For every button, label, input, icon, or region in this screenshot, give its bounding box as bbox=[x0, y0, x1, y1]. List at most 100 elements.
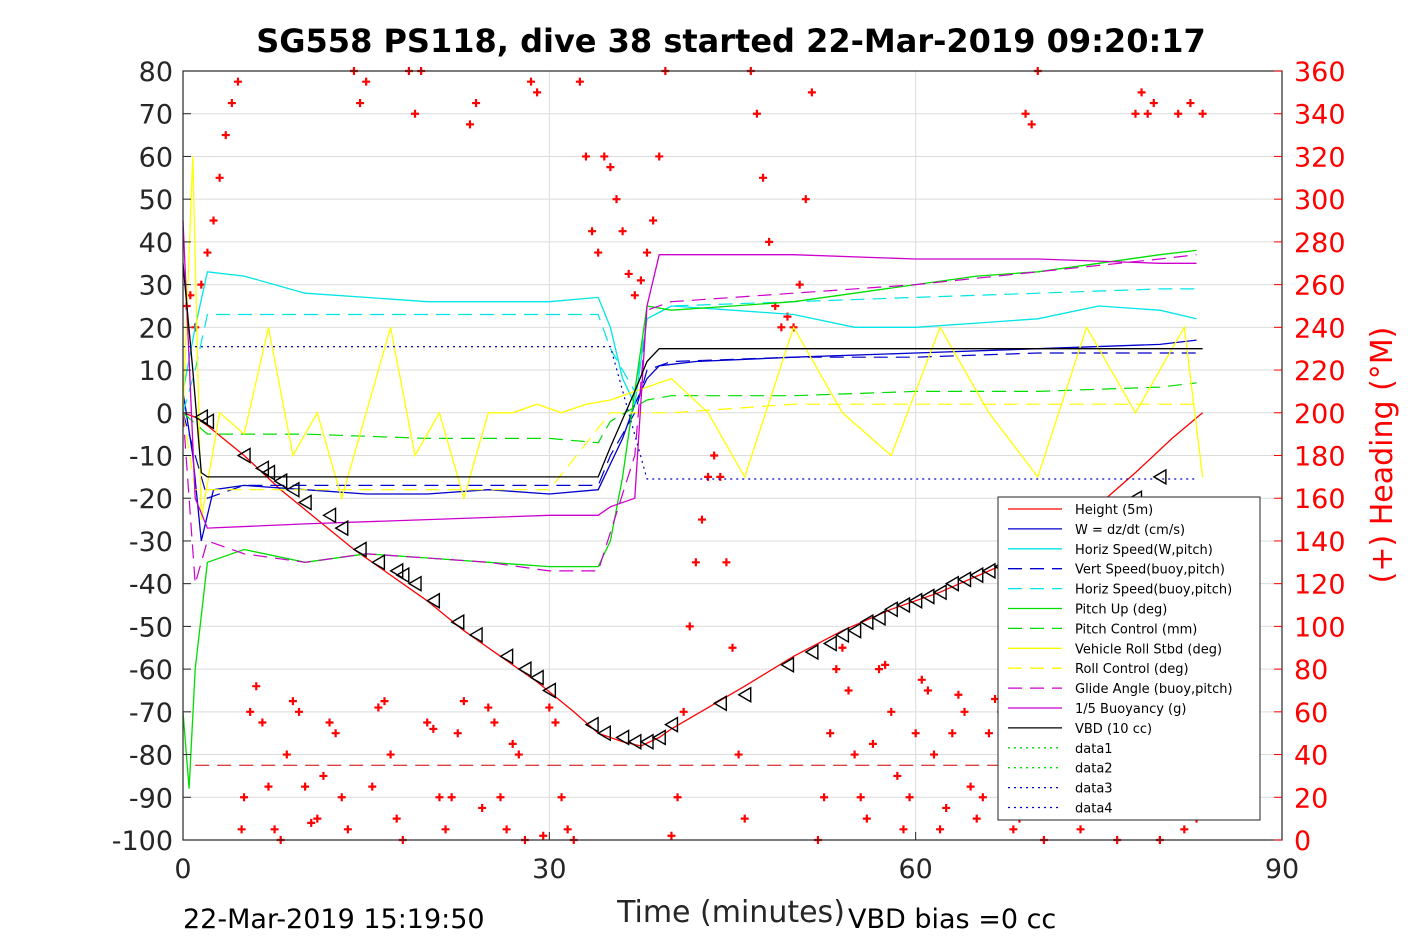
heading-point bbox=[307, 818, 316, 827]
triangle-marker bbox=[651, 729, 666, 746]
triangle-marker bbox=[847, 622, 862, 639]
triangle-marker bbox=[370, 554, 386, 571]
heading-point bbox=[252, 682, 261, 691]
heading-point bbox=[203, 248, 212, 257]
y-tick-label-right: 60 bbox=[1294, 698, 1328, 729]
heading-point bbox=[850, 750, 859, 759]
legend-entry: Pitch Up (deg) bbox=[1075, 603, 1167, 618]
y-tick-label: -80 bbox=[129, 741, 173, 772]
heading-point bbox=[435, 793, 444, 802]
heading-point bbox=[295, 707, 304, 716]
heading-point bbox=[740, 814, 749, 823]
y-tick-label: -20 bbox=[129, 484, 173, 515]
heading-point bbox=[575, 77, 584, 86]
heading-point bbox=[209, 216, 218, 225]
triangle-marker bbox=[297, 494, 312, 511]
triangle-marker bbox=[425, 592, 441, 609]
heading-point bbox=[765, 237, 774, 246]
triangle-marker bbox=[468, 626, 483, 644]
heading-point bbox=[237, 825, 246, 834]
y-tick-label-right: 280 bbox=[1294, 228, 1346, 259]
heading-point bbox=[1149, 99, 1158, 108]
y-tick-label-right: 80 bbox=[1294, 655, 1328, 686]
heading-point bbox=[734, 750, 743, 759]
heading-point bbox=[960, 707, 969, 716]
heading-point bbox=[728, 643, 737, 652]
y-tick-label: -70 bbox=[129, 698, 173, 729]
heading-point bbox=[313, 814, 322, 823]
series-line-8 bbox=[182, 403, 1197, 491]
heading-point bbox=[649, 216, 658, 225]
heading-point bbox=[655, 152, 664, 161]
legend-box bbox=[997, 496, 1261, 821]
heading-point bbox=[429, 724, 438, 733]
triangle-marker bbox=[615, 729, 630, 746]
triangle-marker bbox=[254, 460, 270, 477]
y-tick-label-right: 140 bbox=[1294, 527, 1346, 558]
heading-point bbox=[820, 793, 829, 802]
triangle-marker bbox=[804, 643, 819, 661]
heading-point bbox=[875, 665, 884, 674]
series-line-11 bbox=[182, 263, 1203, 478]
y-tick-label-right: 340 bbox=[1294, 100, 1346, 131]
heading-point bbox=[801, 195, 810, 204]
heading-point bbox=[917, 675, 926, 684]
heading-point bbox=[368, 782, 377, 791]
heading-point bbox=[636, 276, 645, 285]
y-tick-label: 10 bbox=[139, 356, 173, 387]
heading-point bbox=[331, 729, 340, 738]
y-tick-label: 0 bbox=[156, 399, 173, 430]
heading-point bbox=[343, 825, 352, 834]
heading-point bbox=[246, 707, 255, 716]
heading-point bbox=[923, 686, 932, 695]
heading-point bbox=[685, 622, 694, 631]
heading-point bbox=[490, 718, 499, 727]
footer-vbd-bias: VBD bias =0 cc bbox=[848, 904, 1056, 935]
heading-point bbox=[759, 173, 768, 182]
heading-point bbox=[380, 697, 389, 706]
triangle-marker bbox=[596, 724, 611, 742]
heading-point bbox=[496, 793, 505, 802]
series-line-5 bbox=[182, 249, 1197, 789]
y-tick-label: 50 bbox=[139, 185, 173, 216]
heading-point bbox=[881, 660, 890, 669]
heading-point bbox=[716, 472, 725, 481]
y-tick-label: -30 bbox=[129, 527, 173, 558]
heading-point bbox=[386, 750, 395, 759]
x-tick-label: 30 bbox=[532, 854, 566, 885]
heading-point bbox=[752, 109, 761, 118]
y-tick-label: 30 bbox=[139, 271, 173, 302]
triangle-marker bbox=[584, 716, 599, 733]
heading-point bbox=[588, 227, 597, 236]
heading-point bbox=[557, 793, 566, 802]
series-line-6 bbox=[182, 382, 1197, 444]
legend-entry: data2 bbox=[1075, 762, 1113, 777]
heading-point bbox=[826, 729, 835, 738]
legend-entry: VBD (10 cc) bbox=[1075, 722, 1152, 737]
heading-point bbox=[221, 131, 230, 140]
heading-point bbox=[972, 814, 981, 823]
heading-point bbox=[1076, 825, 1085, 834]
triangle-marker bbox=[450, 613, 465, 631]
y-tick-label-right: 200 bbox=[1294, 399, 1346, 430]
triangle-marker bbox=[236, 447, 251, 464]
legend-entry: Vert Speed(buoy,pitch) bbox=[1075, 563, 1225, 578]
legend-entry: Pitch Control (mm) bbox=[1075, 622, 1197, 637]
triangle-marker bbox=[981, 562, 996, 580]
triangle-marker bbox=[712, 695, 727, 712]
heading-point bbox=[233, 77, 242, 86]
triangle-marker bbox=[541, 682, 557, 699]
series-line-1 bbox=[182, 339, 1197, 542]
heading-point bbox=[1009, 825, 1018, 834]
heading-point bbox=[795, 280, 804, 289]
triangle-marker bbox=[944, 575, 959, 592]
heading-point bbox=[777, 323, 786, 332]
triangle-marker bbox=[883, 601, 898, 618]
heading-point bbox=[838, 643, 847, 652]
heading-point bbox=[722, 558, 731, 567]
heading-point bbox=[673, 793, 682, 802]
heading-point bbox=[899, 825, 908, 834]
heading-point bbox=[478, 803, 487, 812]
heading-point bbox=[862, 814, 871, 823]
